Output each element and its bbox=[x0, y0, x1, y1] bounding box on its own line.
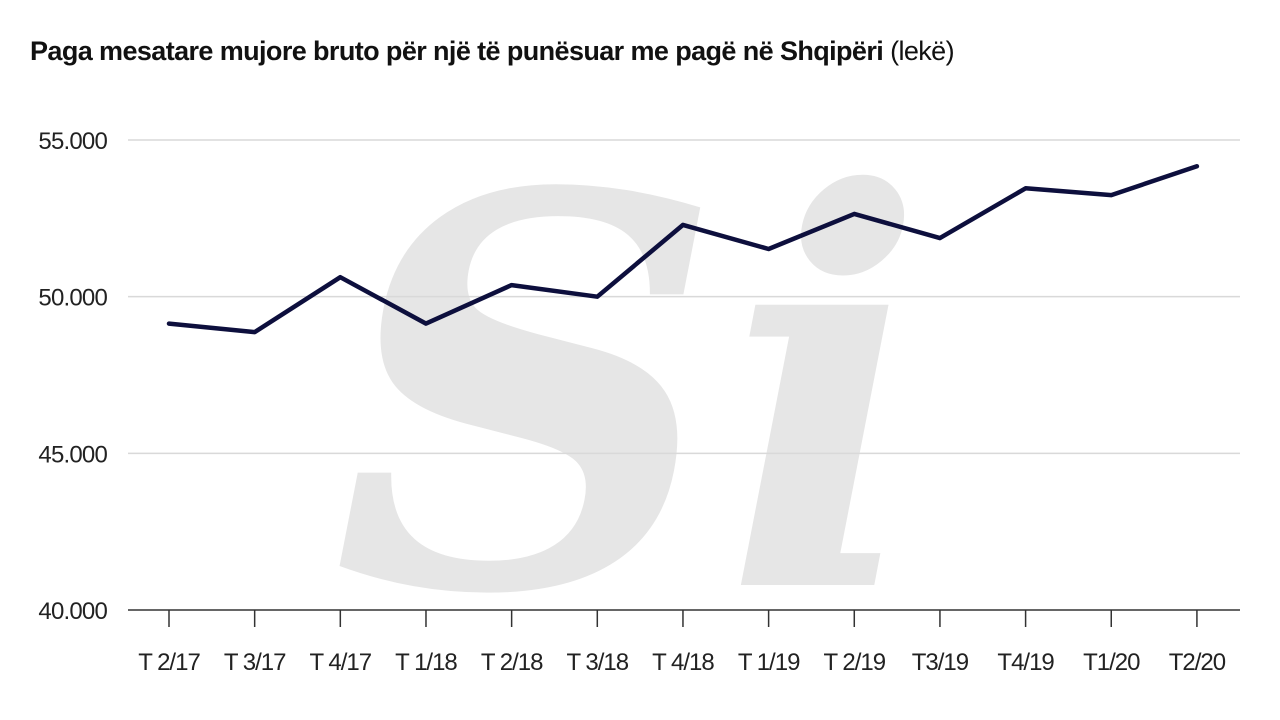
x-tick-label: T 1/18 bbox=[395, 649, 457, 676]
x-tick-label: T4/19 bbox=[997, 649, 1054, 676]
series-layer bbox=[166, 164, 1200, 335]
x-tick-label: T 2/17 bbox=[138, 649, 200, 676]
watermark-text: Si bbox=[332, 79, 927, 713]
chart-title: Paga mesatare mujore bruto për një të pu… bbox=[30, 36, 955, 67]
x-tick-label: T 3/18 bbox=[566, 649, 628, 676]
x-tick-label: T3/19 bbox=[912, 649, 969, 676]
x-tick-label: T 2/19 bbox=[823, 649, 885, 676]
chart-title-text: Paga mesatare mujore bruto për një të pu… bbox=[30, 36, 884, 66]
x-axis: T 2/17 T 3/17 T 4/17 T 1/18 T 2/18 T 3/18 T 4/… bbox=[128, 609, 1240, 676]
y-tick-label: 55.000 bbox=[38, 128, 107, 155]
x-tick-label: T 3/17 bbox=[224, 649, 286, 676]
chart-unit: (lekë) bbox=[890, 36, 955, 66]
x-tick-label: T2/20 bbox=[1169, 649, 1226, 676]
x-tick-label: T 4/18 bbox=[652, 649, 714, 676]
x-tick-label: T1/20 bbox=[1083, 649, 1140, 676]
y-tick-label: 40.000 bbox=[38, 598, 107, 625]
x-tick-label: T 1/19 bbox=[738, 649, 800, 676]
x-tick-label: T 4/17 bbox=[310, 649, 372, 676]
y-tick-label: 45.000 bbox=[38, 441, 107, 468]
y-axis: 40.000 45.000 50.000 55.000 bbox=[38, 128, 108, 625]
y-tick-label: 50.000 bbox=[38, 285, 107, 312]
x-tick-label: T 2/18 bbox=[481, 649, 543, 676]
watermark-logo: Si bbox=[332, 79, 927, 713]
